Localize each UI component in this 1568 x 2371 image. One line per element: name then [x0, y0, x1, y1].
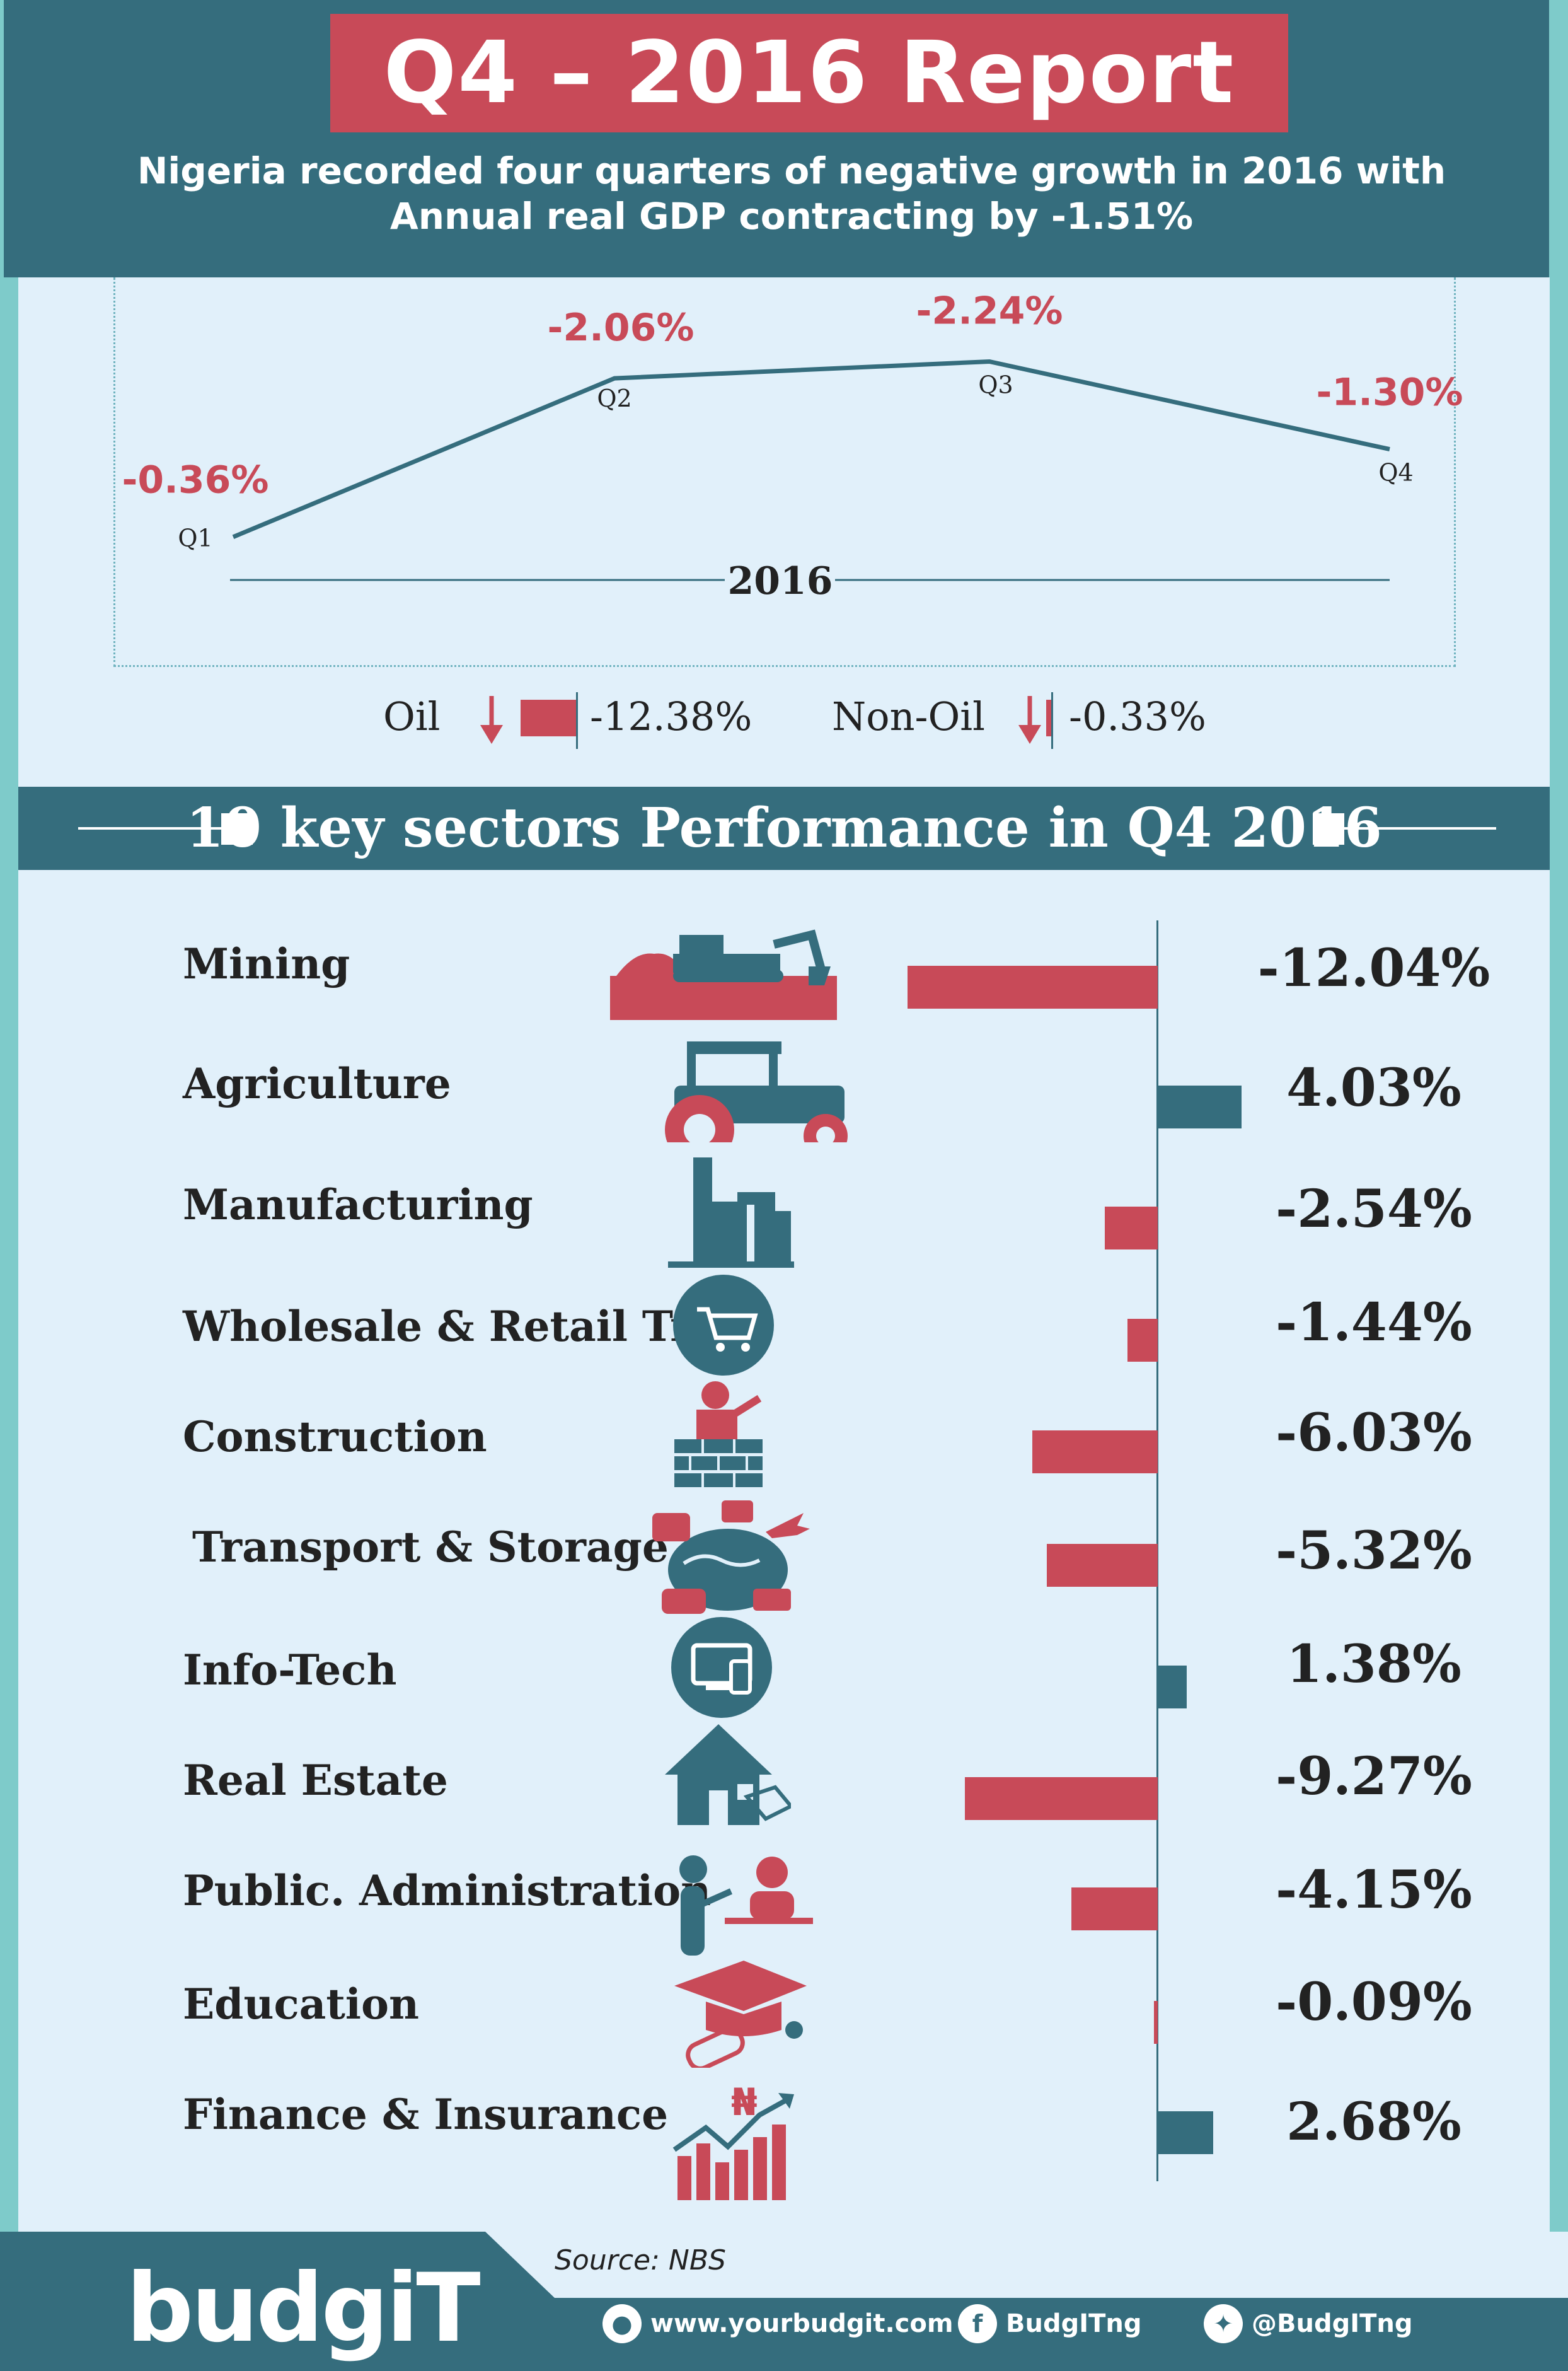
- footer-light-wedge: [485, 2232, 1568, 2298]
- officials-icon: [679, 1855, 813, 1956]
- sector-label-education: Education: [183, 1980, 419, 2029]
- shopping-cart-icon: [673, 1275, 774, 1376]
- facebook-text: BudgITng: [1006, 2309, 1142, 2338]
- gdp-chart-frame: [113, 277, 1456, 667]
- budgit-logo: budgiT: [126, 2254, 481, 2363]
- footer: [0, 2232, 1568, 2371]
- sector-bar-public-administration: [1071, 1887, 1158, 1930]
- oil-label: Oil: [383, 693, 441, 739]
- excavator-icon: [610, 929, 837, 1020]
- gdp-year-label: 2016: [728, 559, 833, 603]
- top-panel: [18, 277, 1550, 787]
- heading-deco-square-left: [221, 813, 253, 845]
- oil-value: -12.38%: [590, 693, 752, 739]
- oil-bar: [521, 700, 576, 736]
- sector-label-info-tech: Info-Tech: [183, 1645, 397, 1695]
- globe-icon: ●: [602, 2304, 642, 2343]
- sector-bar-agriculture: [1158, 1086, 1242, 1128]
- oil-bar-axis: [576, 692, 578, 749]
- sector-value-info-tech: 1.38%: [1286, 1634, 1461, 1695]
- subtitle: Nigeria recorded four quarters of negati…: [67, 148, 1516, 239]
- graduation-cap-icon: [674, 1961, 807, 2068]
- twitter-icon: ✦: [1204, 2304, 1243, 2343]
- page-title: Q4 – 2016 Report: [383, 23, 1235, 123]
- sector-bar-info-tech: [1158, 1666, 1187, 1708]
- tractor-icon: [665, 1041, 848, 1142]
- gdp-quarter-label-q3: Q3: [978, 371, 1013, 398]
- sector-value-finance-insurance: 2.68%: [1286, 2092, 1461, 2152]
- non-oil-bar: [1046, 700, 1051, 736]
- sector-value-real-estate: -9.27%: [1276, 1746, 1472, 1807]
- house-price-tag-icon: [665, 1724, 791, 1825]
- website-text: www.yourbudgit.com: [650, 2309, 954, 2338]
- bricklayer-icon: [674, 1381, 763, 1487]
- non-oil-value: -0.33%: [1069, 693, 1206, 739]
- gdp-value-label-q2: -2.06%: [547, 306, 694, 350]
- sector-value-public-administration: -4.15%: [1276, 1860, 1472, 1920]
- sector-value-transport-storage: -5.32%: [1276, 1521, 1472, 1581]
- sector-value-education: -0.09%: [1276, 1972, 1472, 2032]
- sector-label-construction: Construction: [183, 1412, 487, 1461]
- oil-down-arrow-icon: [480, 696, 503, 744]
- subtitle-line-1: Nigeria recorded four quarters of negati…: [137, 149, 1446, 192]
- sector-value-mining: -12.04%: [1257, 938, 1490, 999]
- sector-label-transport-storage: Transport & Storage: [192, 1522, 669, 1572]
- twitter-text: @BudgITng: [1252, 2309, 1413, 2338]
- sectors-title: 10 key sectors Performance in Q4 2016: [186, 796, 1382, 860]
- source-note: Source: NBS: [555, 2244, 726, 2276]
- non-oil-label: Non-Oil: [832, 693, 985, 739]
- sector-bar-real-estate: [965, 1777, 1158, 1820]
- globe-transport-icon: [652, 1500, 810, 1614]
- sector-bar-manufacturing: [1105, 1207, 1158, 1249]
- gdp-quarter-label-q4: Q4: [1378, 459, 1413, 487]
- devices-icon: [671, 1617, 772, 1718]
- sector-value-agriculture: 4.03%: [1286, 1058, 1461, 1118]
- gdp-value-label-q3: -2.24%: [916, 289, 1063, 333]
- facebook-link[interactable]: f BudgITng: [958, 2304, 1142, 2343]
- facebook-icon: f: [958, 2304, 997, 2343]
- sector-bar-education: [1154, 2001, 1158, 2044]
- gdp-series-line: [232, 359, 1390, 539]
- naira-growth-chart-icon: ₦: [672, 2087, 794, 2200]
- sector-bar-wholesale-retail-trade: [1127, 1319, 1158, 1362]
- sector-label-mining: Mining: [183, 939, 350, 988]
- factory-icon: [668, 1157, 794, 1268]
- gdp-quarter-label-q2: Q2: [597, 385, 631, 412]
- sector-value-wholesale-retail-trade: -1.44%: [1276, 1292, 1472, 1353]
- non-oil-down-arrow-icon: [1018, 696, 1041, 744]
- non-oil-bar-axis: [1051, 692, 1053, 749]
- svg-text:₦: ₦: [731, 2087, 758, 2125]
- gdp-quarter-label-q1: Q1: [178, 525, 212, 552]
- title-box: Q4 – 2016 Report: [330, 14, 1288, 132]
- website-link[interactable]: ● www.yourbudgit.com: [602, 2304, 954, 2343]
- heading-deco-line-right: [1329, 827, 1496, 830]
- sector-value-construction: -6.03%: [1276, 1403, 1472, 1463]
- gdp-value-label-q1: -0.36%: [122, 458, 268, 502]
- gdp-data-labels: -0.36% Q1 -2.06% Q2 -2.24% Q3 -1.30% Q4: [122, 289, 1463, 552]
- sector-label-public-administration: Public. Administration: [183, 1866, 712, 1915]
- sector-value-manufacturing: -2.54%: [1276, 1179, 1472, 1239]
- sector-label-manufacturing: Manufacturing: [183, 1180, 533, 1229]
- gdp-value-label-q4: -1.30%: [1316, 371, 1463, 415]
- sector-bar-finance-insurance: [1158, 2111, 1214, 2154]
- sectors-heading-bar: 10 key sectors Performance in Q4 2016: [18, 787, 1550, 870]
- subtitle-line-2: Annual real GDP contracting by -1.51%: [389, 195, 1194, 238]
- gdp-line-chart: 2016 -0.36% Q1 -2.06% Q2 -2.24% Q3 -1.30% Q4: [122, 289, 1463, 603]
- twitter-link[interactable]: ✦ @BudgITng: [1204, 2304, 1413, 2343]
- sector-bar-transport-storage: [1047, 1544, 1158, 1587]
- sector-label-agriculture: Agriculture: [183, 1059, 451, 1108]
- heading-deco-line-left: [78, 827, 242, 830]
- sector-label-real-estate: Real Estate: [183, 1756, 448, 1805]
- sector-bar-construction: [1032, 1430, 1158, 1473]
- header: Q4 – 2016 Report Nigeria recorded four q…: [4, 0, 1549, 277]
- sector-bar-mining: [907, 966, 1158, 1009]
- sector-label-finance-insurance: Finance & Insurance: [183, 2090, 669, 2139]
